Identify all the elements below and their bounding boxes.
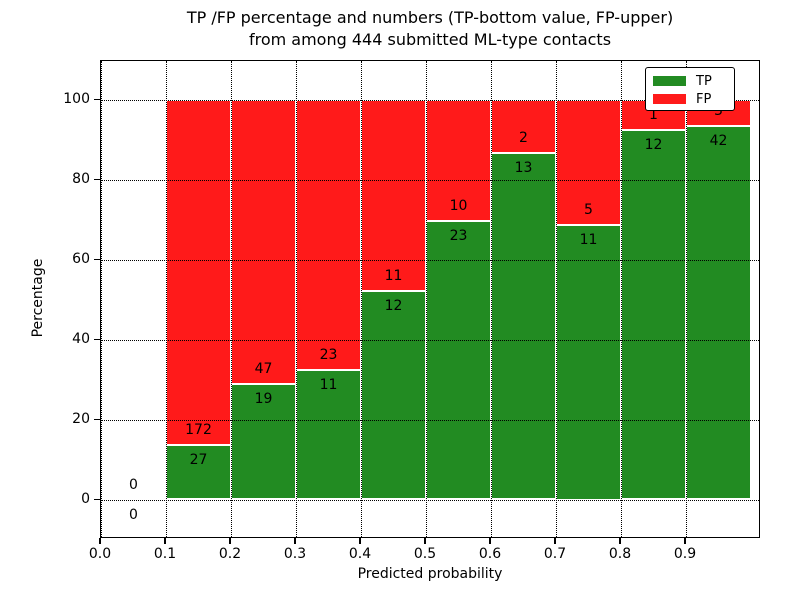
x-tick-label: 0.1 xyxy=(153,546,177,562)
y-tick-label: 100 xyxy=(63,90,90,107)
bar-segment-tp xyxy=(166,445,231,500)
gridline-horizontal xyxy=(101,499,759,501)
x-axis-tick xyxy=(99,538,101,544)
x-tick-label: 0.4 xyxy=(348,546,372,562)
bar-segment-tp xyxy=(231,384,296,500)
bar-segment-fp xyxy=(426,99,491,221)
y-tick-label: 20 xyxy=(72,410,90,427)
bar-count-label-tp: 11 xyxy=(319,377,338,394)
x-axis-tick xyxy=(229,538,231,544)
x-axis-tick xyxy=(684,538,686,544)
bar-count-label-fp: 172 xyxy=(185,422,212,439)
bar-count-label-fp: 0 xyxy=(129,476,138,493)
x-tick-label: 0.3 xyxy=(283,546,307,562)
x-axis-tick xyxy=(424,538,426,544)
chart-title-line2: from among 444 submitted ML-type contact… xyxy=(248,30,612,49)
x-tick-label: 0.0 xyxy=(88,546,112,562)
bar-count-label-fp: 2 xyxy=(519,129,528,146)
y-axis-tick xyxy=(94,98,100,100)
gridline-horizontal xyxy=(101,99,759,101)
x-tick-label: 0.6 xyxy=(478,546,502,562)
chart-title: TP /FP percentage and numbers (TP-bottom… xyxy=(100,7,760,51)
y-axis-label: Percentage xyxy=(30,258,46,338)
gridline-vertical xyxy=(231,61,232,537)
y-axis-tick xyxy=(94,498,100,500)
x-axis-tick xyxy=(489,538,491,544)
x-tick-label: 0.7 xyxy=(543,546,567,562)
legend-entry-tp: TP xyxy=(653,72,734,90)
y-tick-label: 60 xyxy=(72,250,90,267)
gridline-horizontal xyxy=(101,259,759,261)
x-axis-tick xyxy=(164,538,166,544)
gridline-horizontal xyxy=(101,339,759,341)
bar-count-label-tp: 12 xyxy=(644,137,663,154)
bar-segment-tp xyxy=(686,126,751,500)
bar-segment-fp xyxy=(296,99,361,371)
bar-segment-fp xyxy=(166,99,231,446)
bar-segment-tp xyxy=(621,130,686,500)
legend-swatch-fp-icon xyxy=(653,94,686,104)
legend: TP FP xyxy=(645,67,735,111)
bar-segment-fp xyxy=(361,99,426,291)
bar-count-label-fp: 5 xyxy=(584,201,593,218)
bar-segment-tp xyxy=(556,224,621,500)
bar-count-label-fp: 11 xyxy=(384,267,403,284)
x-tick-label: 0.2 xyxy=(218,546,242,562)
y-axis-tick xyxy=(94,338,100,340)
bar-segment-tp xyxy=(361,290,426,500)
y-tick-label: 0 xyxy=(81,490,90,507)
y-tick-label: 80 xyxy=(72,170,90,187)
bar-count-label-tp: 27 xyxy=(189,452,208,469)
gridline-vertical xyxy=(426,61,427,537)
bar-count-label-tp: 12 xyxy=(384,297,403,314)
bar-segment-tp xyxy=(426,220,491,500)
legend-swatch-tp-icon xyxy=(653,76,686,86)
bar-segment-fp xyxy=(231,99,296,385)
gridline-vertical xyxy=(491,61,492,537)
y-axis-tick xyxy=(94,418,100,420)
bar-count-label-tp: 11 xyxy=(579,231,598,248)
bar-count-label-tp: 19 xyxy=(254,391,273,408)
bar-count-label-fp: 3 xyxy=(714,103,723,120)
bar-count-label-tp: 23 xyxy=(449,227,468,244)
gridline-horizontal xyxy=(101,179,759,181)
legend-entry-fp: FP xyxy=(653,90,734,108)
chart-title-line1: TP /FP percentage and numbers (TP-bottom… xyxy=(186,8,674,27)
y-axis-tick xyxy=(94,178,100,180)
x-axis-tick xyxy=(294,538,296,544)
bar-count-label-tp: 0 xyxy=(129,506,138,523)
x-tick-label: 0.8 xyxy=(608,546,632,562)
x-tick-label: 0.5 xyxy=(413,546,437,562)
gridline-vertical xyxy=(621,61,622,537)
gridline-vertical xyxy=(686,61,687,537)
legend-label-tp: TP xyxy=(696,73,712,89)
bar-count-label-tp: 42 xyxy=(709,133,728,150)
bar-count-label-fp: 1 xyxy=(649,107,658,124)
x-axis-tick xyxy=(619,538,621,544)
bar-count-label-fp: 23 xyxy=(319,347,338,364)
x-axis-label: Predicted probability xyxy=(357,566,503,582)
bar-count-label-fp: 10 xyxy=(449,197,468,214)
bar-count-label-tp: 13 xyxy=(514,159,533,176)
legend-label-fp: FP xyxy=(696,91,712,107)
x-axis-tick xyxy=(359,538,361,544)
gridline-vertical xyxy=(101,61,102,537)
bar-count-label-fp: 47 xyxy=(254,361,273,378)
gridline-vertical xyxy=(361,61,362,537)
plot-area: TP FP 0 0 172 27 47 19 23 11 11 12 10 23 2 13 5 11 1 12 3 4… xyxy=(100,60,760,538)
gridline-horizontal xyxy=(101,419,759,421)
y-axis-tick xyxy=(94,258,100,260)
gridline-vertical xyxy=(166,61,167,537)
x-axis-tick xyxy=(554,538,556,544)
y-tick-label: 40 xyxy=(72,330,90,347)
x-tick-label: 0.9 xyxy=(673,546,697,562)
bar-segment-tp xyxy=(491,152,556,500)
gridline-vertical xyxy=(296,61,297,537)
gridline-vertical xyxy=(556,61,557,537)
